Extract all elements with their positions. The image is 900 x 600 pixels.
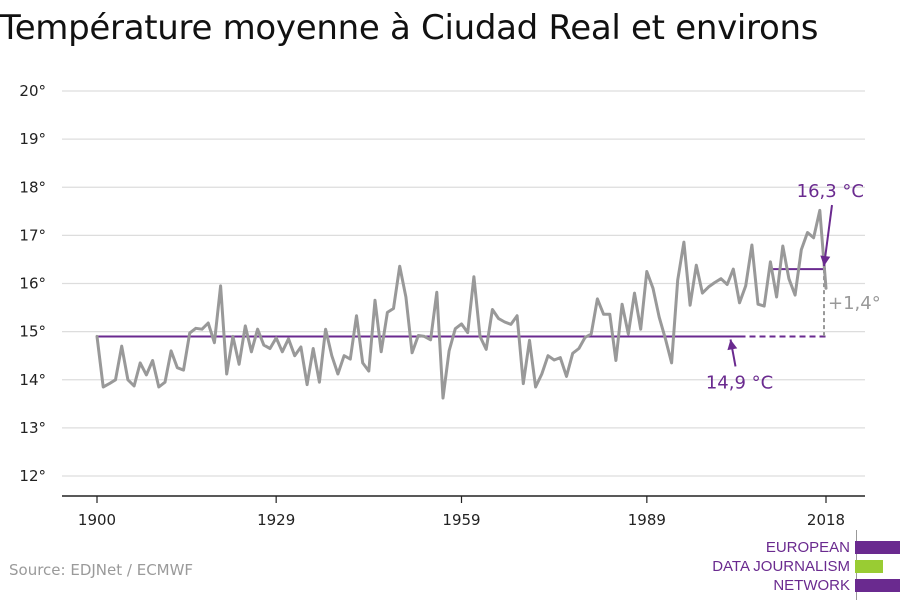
logo-bar-purple-2	[855, 579, 900, 592]
annotations: 16,3 °C 14,9 °C +1,4°	[706, 181, 881, 393]
recent-mean-arrow-head	[820, 255, 831, 267]
y-tick-label: 17°	[19, 226, 46, 244]
y-tick-label: 15°	[19, 323, 46, 341]
x-tick-label: 2018	[807, 511, 845, 529]
y-tick-label: 19°	[19, 130, 46, 148]
recent-mean-arrow	[820, 204, 833, 267]
y-tick-label: 14°	[19, 371, 46, 389]
x-tick-label: 1900	[78, 511, 116, 529]
logo-line-1: EUROPEAN	[765, 539, 850, 556]
difference-label: +1,4°	[828, 293, 881, 314]
y-tick-label: 16°	[19, 275, 46, 293]
logo-line-3: NETWORK	[773, 577, 850, 594]
recent-mean-label: 16,3 °C	[797, 181, 864, 202]
logo-bar-purple-1	[855, 541, 900, 554]
page-title: Température moyenne à Ciudad Real et env…	[0, 8, 819, 48]
y-tick-label: 20°	[19, 82, 46, 100]
logo-line-2: DATA JOURNALISM	[712, 558, 850, 575]
reference-mean-arrow	[727, 339, 738, 367]
x-tick-label: 1989	[628, 511, 666, 529]
source-note: Source: EDJNet / ECMWF	[9, 561, 194, 579]
x-tick-label: 1959	[442, 511, 480, 529]
y-tick-label: 18°	[19, 178, 46, 196]
logo-bar-spacer	[855, 560, 900, 573]
temperature-series-line	[95, 208, 828, 400]
reference-mean-label: 14,9 °C	[706, 372, 773, 393]
reference-mean-arrow-head	[727, 339, 738, 351]
recent-mean-arrow-shaft	[823, 204, 833, 267]
logo-bar-green	[855, 560, 883, 573]
grid-lines	[62, 90, 865, 477]
x-axis-ticks: 1900 1929 1959 1989 2018	[78, 496, 845, 529]
edjnet-logo: EUROPEAN DATA JOURNALISM NETWORK	[690, 530, 900, 600]
x-tick-label: 1929	[257, 511, 295, 529]
y-tick-label: 12°	[19, 467, 46, 485]
y-axis-ticks: 12° 13° 14° 15° 16° 17° 18° 19° 20°	[19, 82, 46, 485]
y-tick-label: 13°	[19, 419, 46, 437]
